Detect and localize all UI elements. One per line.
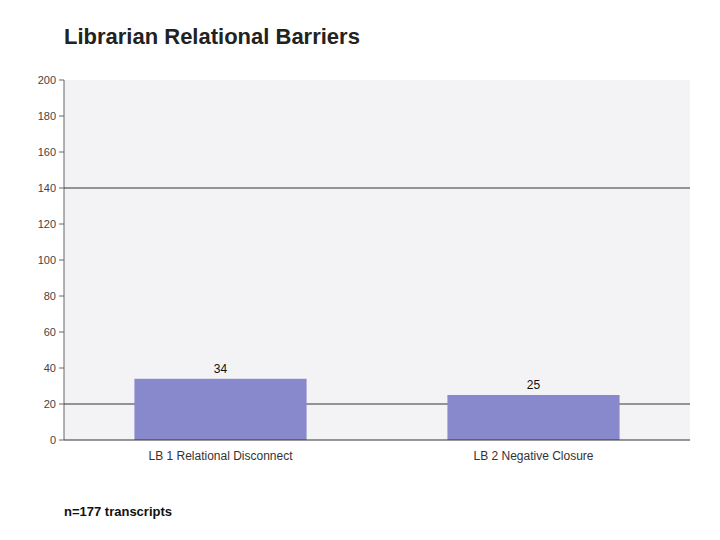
data-label: 25 (527, 378, 541, 392)
y-tick-label: 20 (44, 398, 56, 410)
bar (447, 395, 619, 440)
x-axis-line (64, 440, 690, 441)
y-tick (59, 404, 64, 405)
y-tick-label: 60 (44, 326, 56, 338)
title: Librarian Relational Barriers (64, 24, 360, 49)
bar (134, 379, 306, 440)
plot-background (64, 80, 690, 440)
y-tick (59, 368, 64, 369)
page: {"chart_data": {"type": "bar", "title": … (0, 0, 720, 540)
y-tick (59, 440, 64, 441)
x-tick-label: LB 2 Negative Closure (473, 449, 593, 463)
y-tick-label: 80 (44, 290, 56, 302)
x-tick-label: LB 1 Relational Disconnect (148, 449, 293, 463)
y-tick (59, 80, 64, 81)
chart-svg: Librarian Relational Barriers 0 20 40 60 80 10… (0, 0, 720, 540)
y-tick (59, 188, 64, 189)
y-tick-label: 0 (50, 434, 56, 446)
chart-container: Librarian Relational Barriers 0 20 40 60 80 10… (0, 0, 720, 540)
y-tick (59, 224, 64, 225)
y-tick (59, 260, 64, 261)
y-tick-label: 120 (38, 218, 56, 230)
y-tick-label: 200 (38, 74, 56, 86)
y-axis-line (64, 80, 65, 440)
data-labels: 34 25 (214, 362, 541, 392)
y-axis: 0 20 40 60 80 100 120 140 160 180 200 (38, 74, 64, 446)
y-tick-label: 160 (38, 146, 56, 158)
data-label: 34 (214, 362, 228, 376)
y-tick-label: 40 (44, 362, 56, 374)
y-tick (59, 152, 64, 153)
footer: n=177 transcripts (64, 504, 172, 519)
y-tick-label: 140 (38, 182, 56, 194)
y-tick-label: 100 (38, 254, 56, 266)
y-tick (59, 296, 64, 297)
y-tick (59, 116, 64, 117)
plot-area (64, 188, 690, 440)
reference-line (64, 188, 690, 189)
y-tick-label: 180 (38, 110, 56, 122)
x-axis: LB 1 Relational Disconnect LB 2 Negative … (64, 440, 690, 463)
y-tick (59, 332, 64, 333)
